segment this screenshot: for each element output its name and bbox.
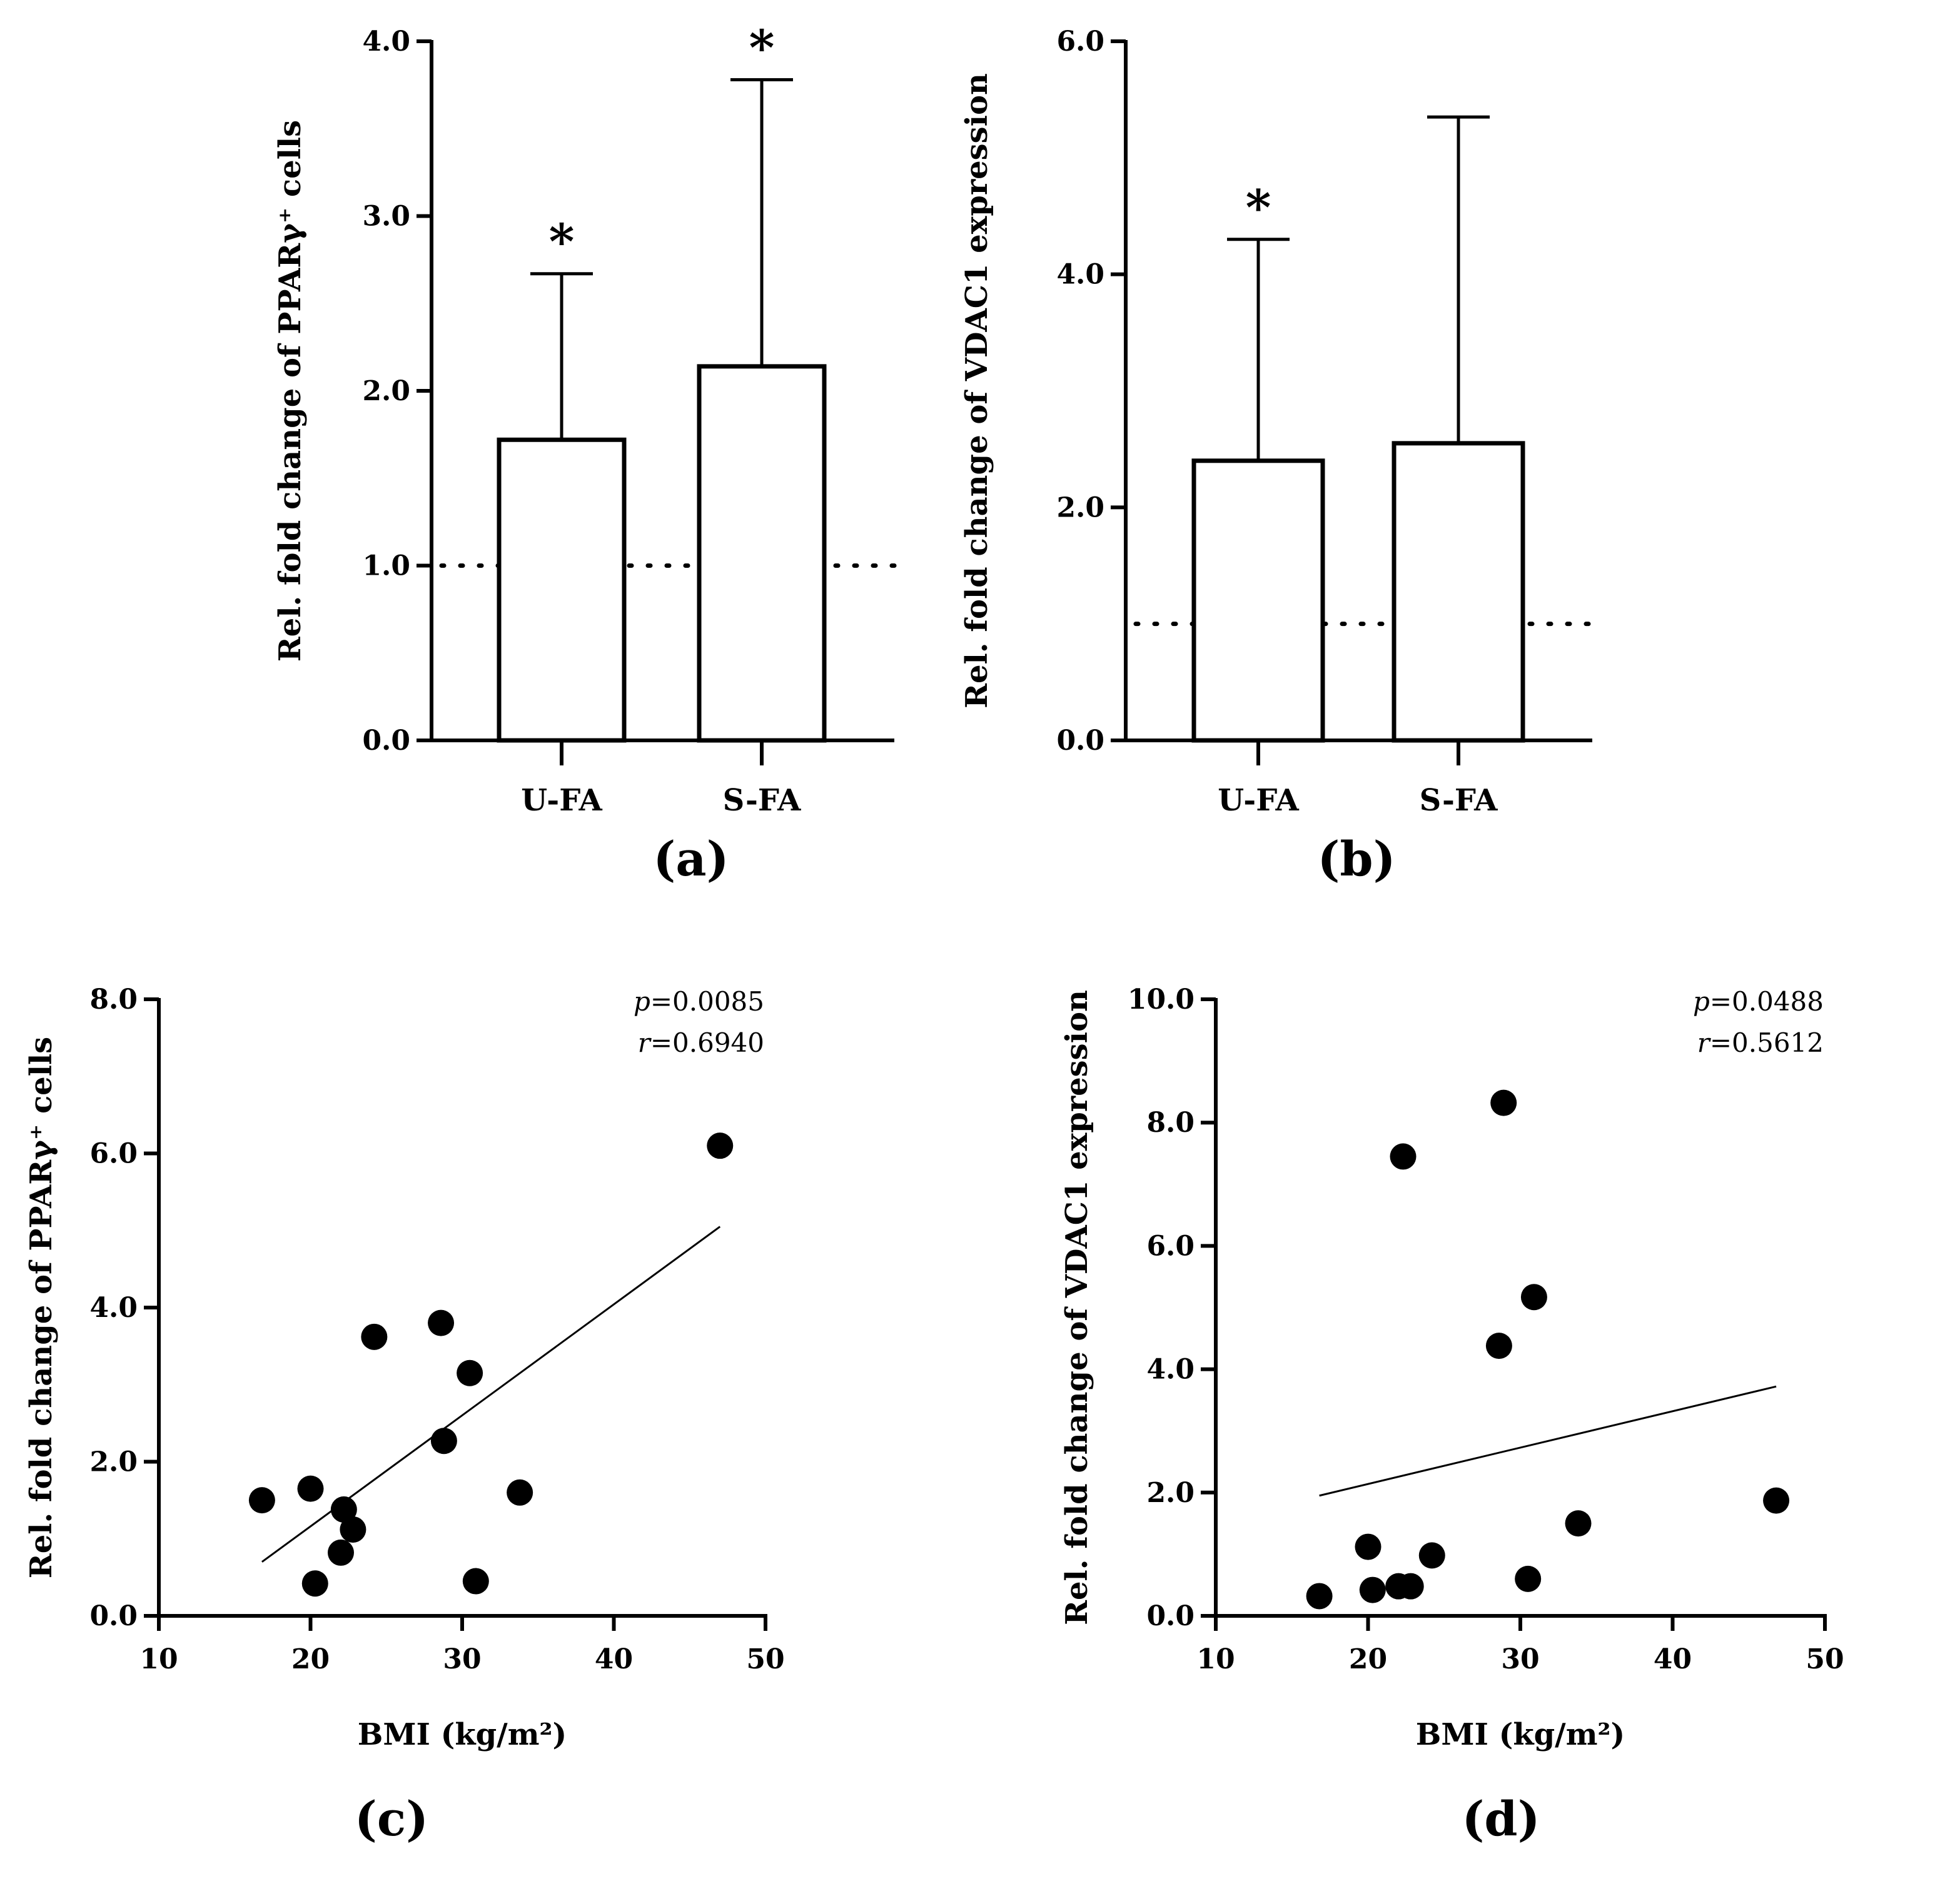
data-point: [1418, 1542, 1445, 1569]
x-tick-label: 10: [139, 1643, 178, 1675]
data-point: [1565, 1510, 1592, 1537]
data-point: [301, 1570, 328, 1597]
regression-line: [261, 1226, 721, 1563]
x-tick-label: 40: [595, 1643, 633, 1675]
significance-star: *: [549, 214, 575, 271]
data-point: [328, 1539, 354, 1566]
x-tick-label: 20: [291, 1643, 330, 1675]
data-point: [507, 1479, 533, 1506]
category-label: S-FA: [1420, 783, 1498, 818]
data-point: [340, 1516, 366, 1543]
x-tick-label: 30: [1501, 1643, 1539, 1675]
r-value-text: r=0.6940: [638, 1027, 764, 1058]
data-point: [1306, 1583, 1333, 1610]
x-axis-label: BMI (kg/m²): [358, 1717, 567, 1752]
y-tick-label: 4.0: [362, 26, 410, 58]
y-tick-label: 6.0: [1056, 26, 1104, 58]
y-axis-label: Rel. fold change of PPARγ⁺ cells: [24, 1037, 59, 1578]
category-label: S-FA: [723, 783, 802, 818]
significance-star: *: [749, 19, 775, 76]
y-tick-label: 6.0: [89, 1138, 138, 1170]
y-tick-label: 0.0: [1056, 725, 1104, 757]
y-tick-label: 3.0: [362, 201, 410, 233]
y-tick-label: 8.0: [1146, 1107, 1195, 1139]
x-tick-label: 50: [1806, 1643, 1844, 1675]
y-tick-label: 6.0: [1146, 1230, 1195, 1262]
data-point: [707, 1132, 734, 1159]
data-point: [1520, 1284, 1547, 1311]
y-tick-label: 2.0: [1146, 1477, 1195, 1509]
data-point: [330, 1496, 357, 1523]
panel-label: (a): [653, 831, 729, 887]
p-symbol: p: [634, 986, 650, 1017]
p-value: =0.0085: [650, 986, 764, 1017]
p-value: =0.0488: [1710, 986, 1824, 1017]
x-tick-label: 20: [1349, 1643, 1387, 1675]
y-tick-label: 4.0: [1056, 259, 1104, 291]
category-label: U-FA: [521, 783, 602, 818]
x-tick-label: 10: [1196, 1643, 1235, 1675]
y-tick-label: 4.0: [1146, 1354, 1195, 1386]
y-tick-label: 2.0: [362, 375, 410, 407]
r-symbol: r: [638, 1027, 652, 1058]
bar: [697, 364, 827, 743]
bar: [1392, 441, 1525, 743]
x-tick-label: 30: [443, 1643, 481, 1675]
y-tick-label: 8.0: [89, 984, 138, 1016]
p-value-text: p=0.0488: [1693, 986, 1824, 1017]
panel-label: (b): [1317, 831, 1395, 887]
data-point: [1355, 1533, 1382, 1560]
chart-panel-1: 0.0 2.0 4.0 6.0 Rel. fold change of VDAC1 ex…: [959, 26, 1595, 887]
category-label: U-FA: [1218, 783, 1299, 818]
r-value: =0.5612: [1710, 1027, 1824, 1058]
r-symbol: r: [1697, 1027, 1712, 1058]
chart-panel-3: 0.0 2.0 4.0 6.0 8.0 10.0 Rel. fold change of V…: [1059, 984, 1844, 1847]
data-point: [1763, 1487, 1790, 1514]
y-tick-label: 10.0: [1128, 984, 1195, 1016]
y-tick-label: 2.0: [89, 1446, 138, 1478]
p-value-text: p=0.0085: [634, 986, 764, 1017]
chart-panel-0: 0.0 1.0 2.0 3.0 4.0 Rel. fold change of PPARγ…: [273, 19, 897, 887]
data-point: [1397, 1573, 1424, 1600]
y-axis-label: Rel. fold change of PPARγ⁺ cells: [273, 120, 308, 662]
r-value-text: r=0.5612: [1697, 1027, 1824, 1058]
p-symbol: p: [1693, 986, 1710, 1017]
data-point: [248, 1487, 275, 1514]
x-axis-label: BMI (kg/m²): [1416, 1717, 1625, 1752]
data-point: [430, 1428, 457, 1455]
bar: [1191, 458, 1325, 743]
panel-label: (d): [1462, 1791, 1540, 1847]
y-tick-label: 4.0: [89, 1292, 138, 1324]
data-point: [428, 1309, 455, 1336]
regression-line: [1319, 1385, 1777, 1497]
bar: [497, 437, 627, 743]
x-tick-label: 50: [746, 1643, 784, 1675]
chart-panel-2: 0.0 2.0 4.0 6.0 8.0 Rel. fold change of PPARγ…: [24, 984, 785, 1847]
y-tick-label: 1.0: [362, 550, 410, 582]
y-tick-label: 0.0: [362, 725, 410, 757]
data-point: [462, 1568, 489, 1595]
data-point: [297, 1475, 324, 1502]
data-point: [1490, 1089, 1517, 1116]
y-axis-label: Rel. fold change of VDAC1 expression: [959, 73, 994, 709]
y-tick-label: 2.0: [1056, 492, 1104, 523]
data-point: [457, 1359, 483, 1386]
r-value: =0.6940: [650, 1027, 764, 1058]
x-tick-label: 40: [1654, 1643, 1692, 1675]
data-point: [1390, 1143, 1417, 1170]
y-tick-label: 0.0: [89, 1600, 138, 1632]
data-point: [361, 1323, 388, 1350]
y-axis-label: Rel. fold change of VDAC1 expression: [1059, 990, 1094, 1625]
panel-label: (c): [355, 1791, 428, 1847]
significance-star: *: [1246, 179, 1271, 236]
data-point: [1515, 1565, 1542, 1592]
data-point: [1485, 1333, 1512, 1359]
y-tick-label: 0.0: [1146, 1600, 1195, 1632]
data-point: [1359, 1576, 1386, 1603]
